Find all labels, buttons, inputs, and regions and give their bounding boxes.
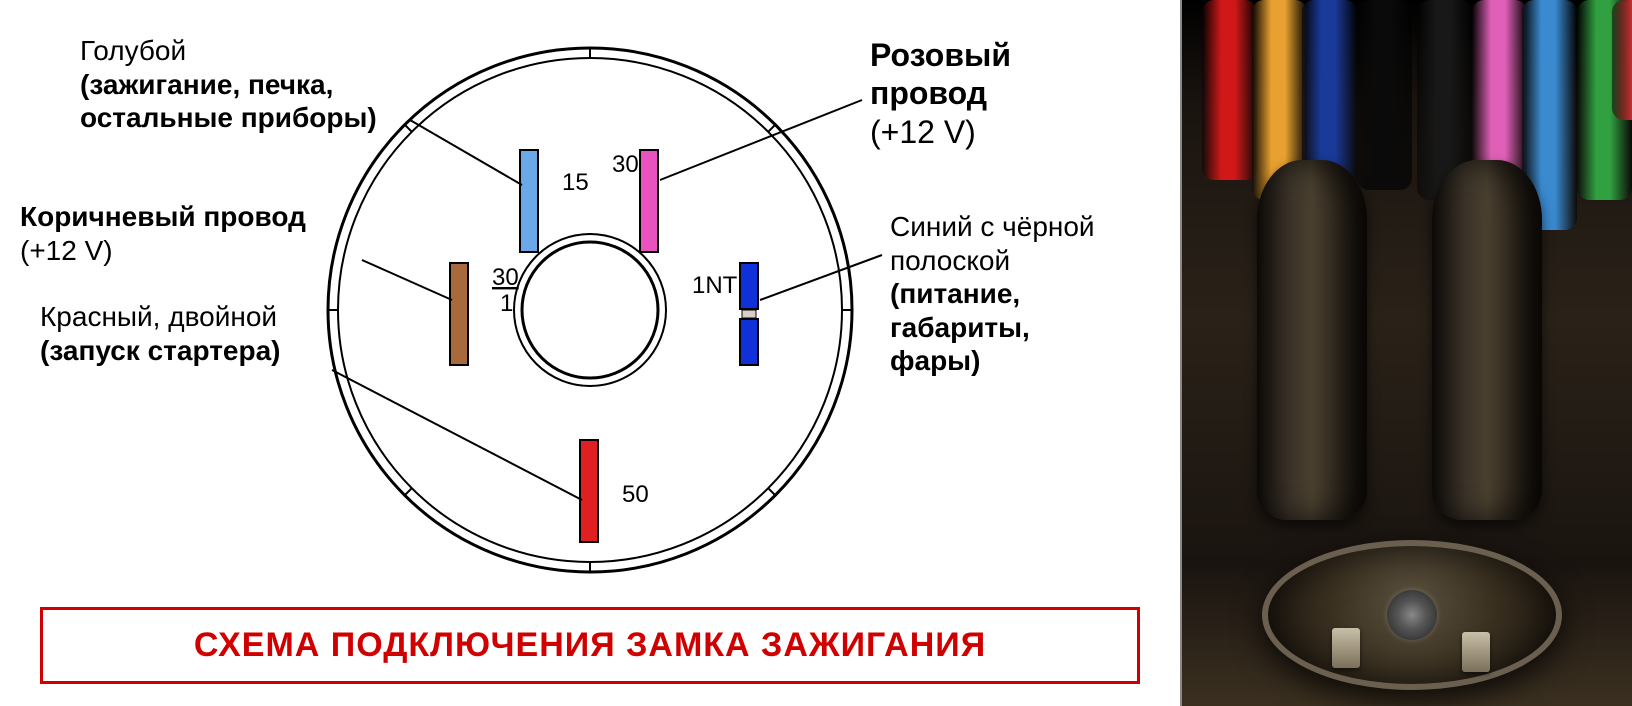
callout-red: Красный, двойной(запуск стартера) bbox=[40, 300, 280, 367]
svg-text:1NT: 1NT bbox=[692, 272, 738, 299]
wire-sheath bbox=[1257, 160, 1367, 520]
diagram-title-box: СХЕМА ПОДКЛЮЧЕНИЯ ЗАМКА ЗАЖИГАНИЯ bbox=[40, 607, 1140, 684]
callout-blue: Голубой(зажигание, печка,остальные прибо… bbox=[80, 34, 377, 135]
callout-pink: Розовыйпровод (+12 V) bbox=[870, 36, 1011, 151]
diagram-panel: 15303011NT50 Голубой(зажигание, печка,ос… bbox=[0, 0, 1180, 706]
svg-text:30: 30 bbox=[612, 151, 639, 178]
ignition-connector bbox=[1262, 540, 1562, 690]
callout-brown: Коричневый провод(+12 V) bbox=[20, 200, 306, 267]
wire bbox=[1612, 0, 1632, 120]
wire-sheath bbox=[1432, 160, 1542, 520]
svg-text:50: 50 bbox=[622, 481, 649, 508]
svg-text:1: 1 bbox=[500, 290, 513, 317]
svg-text:15: 15 bbox=[562, 169, 589, 196]
connector-tab bbox=[1462, 632, 1490, 672]
callout-darkblue: Синий с чёрнойполоской(питание,габариты,… bbox=[890, 210, 1095, 378]
connector-tab bbox=[1332, 628, 1360, 668]
diagram-title: СХЕМА ПОДКЛЮЧЕНИЯ ЗАМКА ЗАЖИГАНИЯ bbox=[194, 626, 986, 664]
wire bbox=[1357, 0, 1412, 190]
svg-text:30: 30 bbox=[492, 264, 519, 291]
photo-panel bbox=[1180, 0, 1632, 706]
wire bbox=[1202, 0, 1257, 180]
